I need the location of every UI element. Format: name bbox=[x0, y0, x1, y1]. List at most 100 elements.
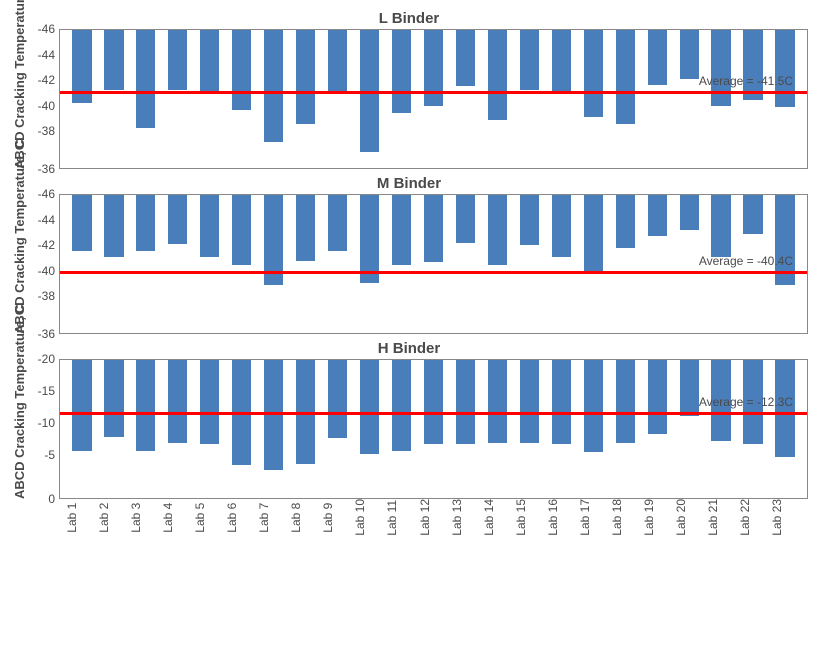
y-tick-label: -38 bbox=[29, 125, 55, 137]
bar bbox=[648, 30, 667, 85]
chart-2: H BinderABCD Cracking Temperature, C-20-… bbox=[10, 340, 808, 540]
bar bbox=[488, 360, 507, 443]
y-tick-label: -36 bbox=[29, 328, 55, 340]
x-tick-label: Lab 4 bbox=[161, 499, 193, 540]
bar bbox=[616, 30, 635, 124]
bar bbox=[680, 195, 699, 230]
bar bbox=[104, 195, 123, 257]
bar bbox=[200, 360, 219, 444]
bar bbox=[584, 195, 603, 271]
y-tick-label: -5 bbox=[29, 449, 55, 461]
x-tick-label: Lab 9 bbox=[321, 499, 353, 540]
chart-0: L BinderABCD Cracking Temperature, C-46-… bbox=[10, 10, 808, 169]
x-tick-label: Lab 20 bbox=[674, 499, 706, 540]
bar bbox=[232, 30, 251, 110]
bar bbox=[488, 195, 507, 265]
bar bbox=[232, 195, 251, 265]
bar bbox=[743, 30, 762, 100]
x-tick-label: Lab 17 bbox=[578, 499, 610, 540]
y-tick-label: -42 bbox=[29, 239, 55, 251]
bar bbox=[328, 30, 347, 92]
y-tick-label: -36 bbox=[29, 163, 55, 175]
bar bbox=[648, 195, 667, 236]
bar bbox=[168, 30, 187, 90]
x-tick-label: Lab 12 bbox=[418, 499, 450, 540]
y-tick-label: -46 bbox=[29, 188, 55, 200]
bar bbox=[104, 30, 123, 90]
bar bbox=[520, 360, 539, 443]
bar bbox=[552, 360, 571, 444]
bar bbox=[264, 30, 283, 142]
y-tick-label: -46 bbox=[29, 23, 55, 35]
x-tick-label: Lab 6 bbox=[225, 499, 257, 540]
bar bbox=[296, 30, 315, 124]
y-tick-label: -40 bbox=[29, 100, 55, 112]
x-tick-label: Lab 22 bbox=[738, 499, 770, 540]
bar bbox=[552, 195, 571, 257]
y-tick-label: -38 bbox=[29, 290, 55, 302]
x-tick-label: Lab 10 bbox=[353, 499, 385, 540]
bar bbox=[488, 30, 507, 120]
bar bbox=[200, 30, 219, 93]
x-axis-labels: Lab 1Lab 2Lab 3Lab 4Lab 5Lab 6Lab 7Lab 8… bbox=[59, 499, 808, 540]
x-tick-label: Lab 13 bbox=[450, 499, 482, 540]
bar bbox=[104, 360, 123, 437]
x-tick-label: Lab 21 bbox=[706, 499, 738, 540]
average-label: Average = -40.4C bbox=[699, 254, 793, 268]
bar bbox=[296, 195, 315, 261]
bar bbox=[424, 195, 443, 262]
average-label: Average = -12.3C bbox=[699, 395, 793, 409]
y-tick-label: -20 bbox=[29, 353, 55, 365]
y-tick-label: 0 bbox=[29, 493, 55, 505]
x-tick-label: Lab 1 bbox=[65, 499, 97, 540]
y-ticks: -46-44-42-40-38-36 bbox=[29, 194, 59, 334]
bar bbox=[328, 360, 347, 438]
bar bbox=[584, 30, 603, 117]
x-tick-label: Lab 7 bbox=[257, 499, 289, 540]
bar bbox=[136, 30, 155, 128]
x-tick-label: Lab 5 bbox=[193, 499, 225, 540]
y-ticks: -20-15-10-50 bbox=[29, 359, 59, 499]
x-tick-label: Lab 19 bbox=[642, 499, 674, 540]
bar bbox=[136, 195, 155, 251]
bar bbox=[392, 360, 411, 451]
bar bbox=[392, 30, 411, 113]
average-line bbox=[60, 91, 807, 94]
x-tick-label: Lab 16 bbox=[546, 499, 578, 540]
x-tick-label: Lab 18 bbox=[610, 499, 642, 540]
bar bbox=[520, 30, 539, 90]
y-tick-label: -42 bbox=[29, 74, 55, 86]
x-tick-label: Lab 15 bbox=[514, 499, 546, 540]
chart-title: L Binder bbox=[10, 10, 808, 27]
bar bbox=[456, 360, 475, 444]
bar bbox=[456, 195, 475, 243]
bar bbox=[552, 30, 571, 93]
bar bbox=[616, 360, 635, 443]
bar bbox=[711, 30, 730, 106]
bar bbox=[136, 360, 155, 451]
bar bbox=[424, 30, 443, 106]
bar bbox=[456, 30, 475, 86]
average-label: Average = -41.5C bbox=[699, 74, 793, 88]
bar bbox=[392, 195, 411, 265]
bar bbox=[72, 195, 91, 251]
x-tick-label: Lab 2 bbox=[97, 499, 129, 540]
y-tick-label: -44 bbox=[29, 214, 55, 226]
bar bbox=[680, 30, 699, 79]
x-tick-label: Lab 14 bbox=[482, 499, 514, 540]
bar bbox=[648, 360, 667, 434]
chart-1: M BinderABCD Cracking Temperature, C-46-… bbox=[10, 175, 808, 334]
average-line bbox=[60, 412, 807, 415]
average-line bbox=[60, 271, 807, 274]
bar bbox=[711, 195, 730, 257]
bar bbox=[584, 360, 603, 452]
chart-title: M Binder bbox=[10, 175, 808, 192]
y-tick-label: -40 bbox=[29, 265, 55, 277]
bar bbox=[72, 360, 91, 451]
bar bbox=[200, 195, 219, 257]
bar bbox=[360, 360, 379, 454]
bar bbox=[328, 195, 347, 251]
bar bbox=[168, 195, 187, 244]
x-tick-label: Lab 11 bbox=[385, 499, 417, 540]
bar bbox=[743, 195, 762, 234]
